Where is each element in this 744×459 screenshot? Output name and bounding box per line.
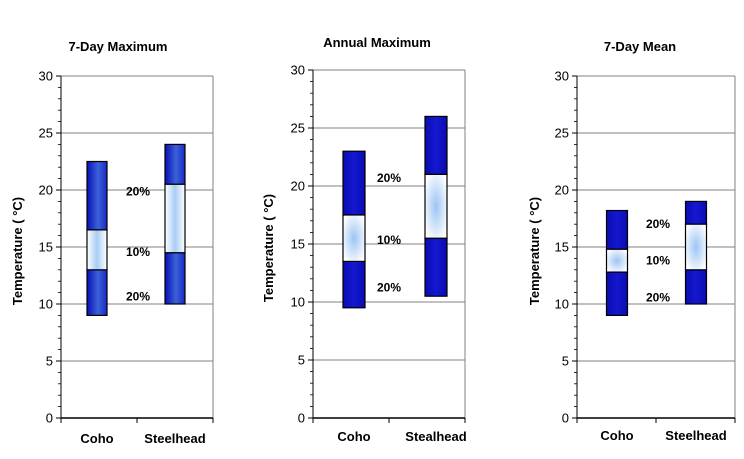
x-tick-label: Stealhead: [405, 429, 466, 444]
bar-middle-band: [164, 183, 186, 254]
y-tick-label: 0: [562, 411, 569, 426]
bar-lower-band: [684, 269, 708, 305]
y-tick-label: 20: [39, 183, 53, 198]
range-bar-coho: [605, 209, 629, 316]
bar-middle-band: [86, 229, 108, 271]
bar-upper-band: [342, 150, 366, 216]
range-bar-stealhead: [424, 115, 448, 297]
bar-middle-band: [684, 223, 708, 271]
y-tick-label: 0: [298, 411, 305, 426]
x-tick-label: Steelhead: [144, 431, 205, 446]
chart-panel-3: 7-Day Mean 0 5 10 15 20 25 30 Temperature ( °C) C…: [527, 39, 736, 443]
bar-upper-band: [684, 200, 708, 225]
y-tick-label: 0: [46, 411, 53, 426]
percent-annotation: 10%: [646, 254, 670, 268]
range-bar-coho: [342, 150, 366, 309]
y-tick-label: 25: [555, 126, 569, 141]
y-tick-label: 10: [39, 297, 53, 312]
y-tick-label: 30: [555, 69, 569, 84]
y-tick-label: 10: [291, 295, 305, 310]
percent-annotation: 20%: [126, 290, 150, 304]
y-tick-label: 20: [555, 183, 569, 198]
y-tick-label: 5: [562, 354, 569, 369]
y-axis-label: Temperature ( °C): [527, 197, 542, 305]
chart-title: Annual Maximum: [323, 35, 431, 50]
range-bar-coho: [86, 160, 108, 316]
chart-title: 7-Day Mean: [604, 39, 676, 54]
chart-panel-1: 7-Day Maximum 0 5 10 15 20 25 30 Temperature ( °…: [10, 39, 214, 446]
y-axis-label: Temperature ( °C): [10, 197, 25, 305]
x-tick-label: Coho: [337, 429, 370, 444]
bar-lower-band: [164, 252, 186, 305]
y-tick-label: 5: [298, 353, 305, 368]
percent-annotation: 20%: [377, 171, 401, 185]
chart-title: 7-Day Maximum: [69, 39, 168, 54]
y-tick-label: 25: [39, 126, 53, 141]
bar-upper-band: [605, 209, 629, 250]
y-tick-label: 15: [39, 240, 53, 255]
x-tick-label: Steelhead: [665, 428, 726, 443]
bar-lower-band: [86, 269, 108, 316]
y-tick-label: 30: [291, 63, 305, 78]
x-tick-label: Coho: [600, 428, 633, 443]
percent-annotation: 10%: [126, 245, 150, 259]
bar-upper-band: [424, 115, 448, 176]
percent-annotation: 20%: [646, 217, 670, 231]
bar-middle-band: [342, 214, 366, 263]
y-tick-label: 30: [39, 69, 53, 84]
range-bar-steelhead: [164, 143, 186, 305]
chart-panel-2: Annual Maximum 0 5 10 15 20 25 30 Temperature ( …: [261, 35, 467, 444]
range-bar-steelhead: [684, 200, 708, 305]
y-tick-label: 20: [291, 179, 305, 194]
y-tick-label: 15: [291, 237, 305, 252]
bar-lower-band: [342, 260, 366, 309]
y-axis-label: Temperature ( °C): [261, 194, 276, 302]
bar-middle-band: [605, 248, 629, 273]
y-tick-label: 15: [555, 240, 569, 255]
percent-annotation: 10%: [377, 233, 401, 247]
bar-lower-band: [424, 237, 448, 297]
y-tick-label: 10: [555, 297, 569, 312]
bar-middle-band: [424, 173, 448, 239]
percent-annotation: 20%: [646, 291, 670, 305]
y-tick-label: 5: [46, 354, 53, 369]
bar-upper-band: [164, 143, 186, 185]
bar-lower-band: [605, 271, 629, 316]
x-tick-label: Coho: [80, 431, 113, 446]
percent-annotation: 20%: [126, 185, 150, 199]
y-tick-label: 25: [291, 121, 305, 136]
bar-upper-band: [86, 160, 108, 231]
percent-annotation: 20%: [377, 281, 401, 295]
